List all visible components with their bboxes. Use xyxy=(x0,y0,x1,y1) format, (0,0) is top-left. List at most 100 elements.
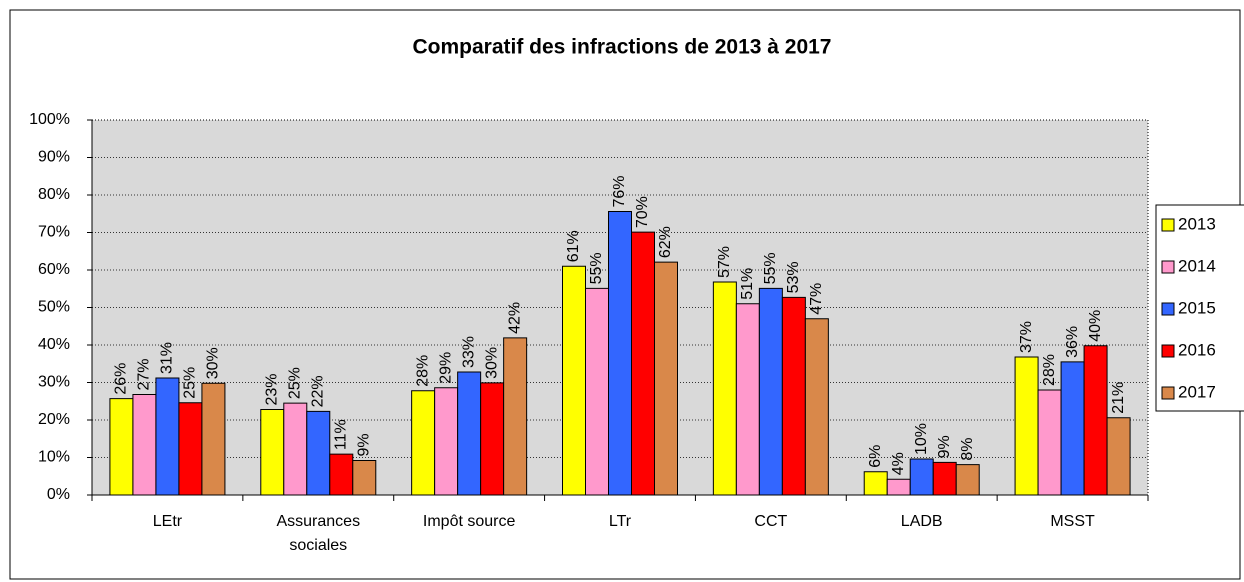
y-tick-label: 50% xyxy=(38,299,70,316)
y-tick-label: 60% xyxy=(38,261,70,278)
bar xyxy=(155,377,180,496)
x-tick-label: LADB xyxy=(900,513,943,530)
data-label: 27% xyxy=(136,358,153,390)
bar xyxy=(804,318,829,496)
x-tick-label: LTr xyxy=(608,513,632,530)
legend-swatch xyxy=(1161,386,1175,400)
data-label: 28% xyxy=(1041,354,1058,386)
data-label: 25% xyxy=(287,367,304,399)
data-label: 29% xyxy=(437,352,454,384)
data-label: 36% xyxy=(1064,326,1081,358)
chart-title: Comparatif des infractions de 2013 à 201… xyxy=(412,36,831,59)
data-label: 61% xyxy=(565,230,582,262)
bar xyxy=(631,231,655,496)
bar xyxy=(411,390,436,496)
data-label: 30% xyxy=(483,347,500,379)
bar xyxy=(863,471,888,496)
data-label: 47% xyxy=(808,283,825,315)
y-tick-label: 40% xyxy=(38,336,70,353)
data-label: 40% xyxy=(1087,310,1104,342)
legend-swatch xyxy=(1161,344,1175,358)
bar xyxy=(781,296,806,496)
bar xyxy=(201,382,226,496)
data-label: 62% xyxy=(657,226,674,258)
data-label: 4% xyxy=(890,452,907,475)
y-tick-label: 90% xyxy=(38,149,70,166)
bar xyxy=(283,402,308,496)
bar xyxy=(434,387,459,496)
bar xyxy=(1060,361,1085,496)
data-label: 53% xyxy=(785,261,802,293)
x-tick-label: MSST xyxy=(1050,513,1095,530)
data-label: 37% xyxy=(1018,321,1035,353)
legend-label: 2015 xyxy=(1178,298,1216,317)
legend-label: 2014 xyxy=(1178,256,1216,275)
data-label: 57% xyxy=(716,246,733,278)
data-label: 31% xyxy=(159,342,176,374)
y-tick-label: 20% xyxy=(38,411,70,428)
bar xyxy=(178,402,203,496)
bar xyxy=(955,464,980,496)
y-tick-label: 10% xyxy=(38,449,70,466)
bar xyxy=(132,394,157,496)
y-tick-label: 30% xyxy=(38,374,70,391)
x-tick-label: Impôt source xyxy=(422,513,516,530)
legend-label: 2013 xyxy=(1178,214,1216,233)
data-label: 23% xyxy=(264,373,281,405)
data-label: 28% xyxy=(414,355,431,387)
legend-box xyxy=(1155,204,1244,412)
bar xyxy=(1037,389,1062,496)
data-label: 30% xyxy=(205,347,222,379)
bar xyxy=(1083,345,1108,496)
bar xyxy=(932,461,957,496)
bar xyxy=(886,478,911,496)
x-tick-label: CCT xyxy=(754,513,788,530)
data-label: 9% xyxy=(936,435,953,458)
y-tick-label: 70% xyxy=(38,224,70,241)
bar xyxy=(109,398,134,496)
bar xyxy=(712,281,737,496)
data-label: 33% xyxy=(460,336,477,368)
bar xyxy=(608,211,632,496)
data-label: 26% xyxy=(113,363,130,395)
bar xyxy=(909,458,934,496)
legend-swatch xyxy=(1161,302,1175,316)
bar xyxy=(654,261,678,496)
data-label: 21% xyxy=(1110,382,1127,414)
data-label: 22% xyxy=(310,375,327,407)
data-label: 10% xyxy=(913,423,930,455)
bar xyxy=(503,337,528,496)
bar xyxy=(735,303,760,496)
data-label: 9% xyxy=(356,433,373,456)
data-label: 42% xyxy=(506,302,523,334)
bar xyxy=(329,453,354,496)
bar xyxy=(260,409,285,496)
bar xyxy=(1106,417,1131,496)
data-label: 51% xyxy=(739,268,756,300)
bar xyxy=(306,410,331,496)
y-tick-label: 100% xyxy=(29,111,70,128)
data-label: 6% xyxy=(867,445,884,468)
legend-swatch xyxy=(1161,260,1175,274)
bar xyxy=(480,382,505,496)
data-label: 55% xyxy=(588,252,605,284)
data-label: 8% xyxy=(959,438,976,461)
bar xyxy=(457,371,482,496)
bar xyxy=(562,265,586,496)
legend-swatch xyxy=(1161,218,1175,232)
data-label: 25% xyxy=(182,367,199,399)
data-label: 70% xyxy=(634,196,651,228)
legend-label: 2017 xyxy=(1178,382,1216,401)
x-tick-label: LEtr xyxy=(152,513,183,530)
bar xyxy=(1014,356,1039,496)
x-tick-label: Assurances sociales xyxy=(276,513,361,554)
y-tick-label: 0% xyxy=(47,486,70,503)
y-tick-label: 80% xyxy=(38,186,70,203)
bar xyxy=(758,287,783,496)
data-label: 55% xyxy=(762,252,779,284)
bar xyxy=(585,287,609,496)
legend-label: 2016 xyxy=(1178,340,1216,359)
data-label: 11% xyxy=(333,419,350,450)
